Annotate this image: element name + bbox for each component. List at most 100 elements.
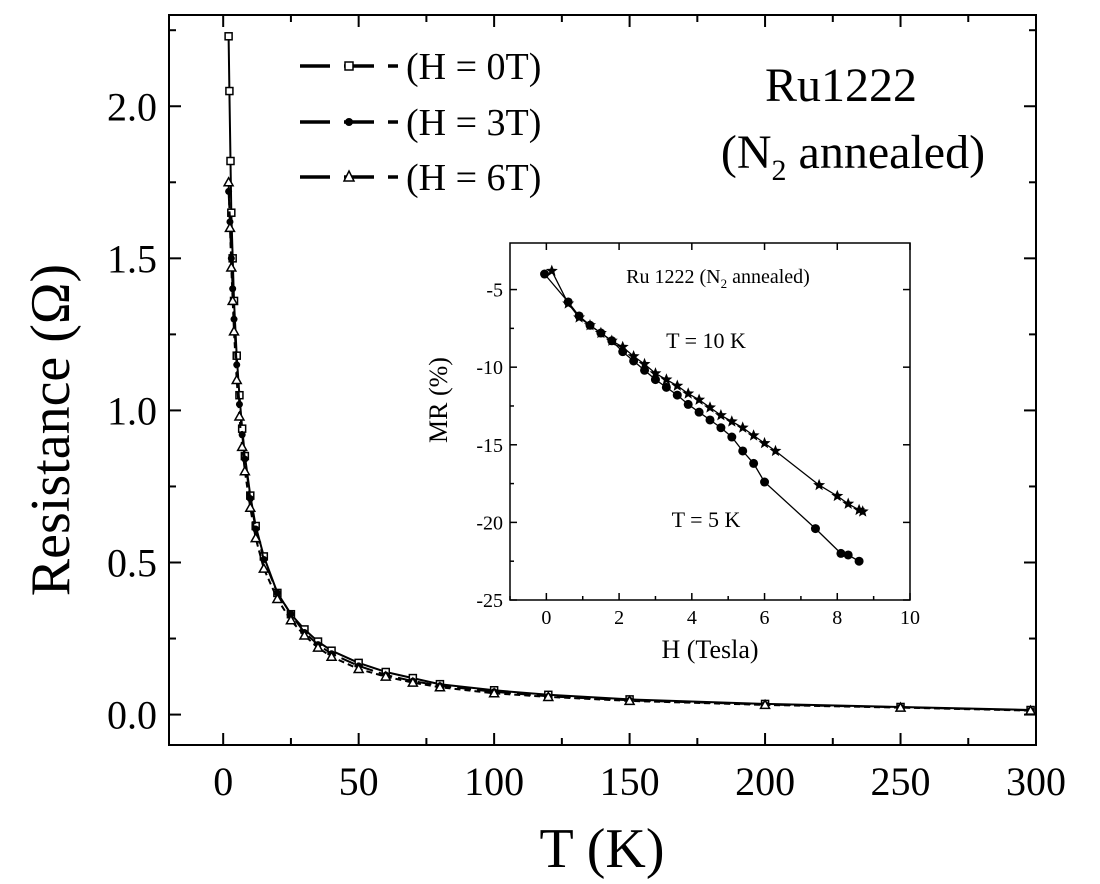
main-series-2-point bbox=[434, 681, 446, 692]
inset-y-tick-label: -10 bbox=[476, 357, 503, 379]
main-series-2-point bbox=[312, 641, 324, 652]
inset-series-1-point bbox=[585, 320, 595, 330]
inset-series-0-point bbox=[616, 340, 629, 353]
main-ticks bbox=[169, 15, 1037, 745]
main-series-2-point bbox=[239, 465, 251, 476]
main-subtitle: (N2 annealed) bbox=[721, 126, 985, 187]
inset-title-prefix: Ru 1222 (N bbox=[626, 266, 720, 288]
inset-series-1-point bbox=[596, 328, 606, 338]
inset-series-1-point bbox=[716, 423, 726, 433]
inset-series-1-point bbox=[650, 375, 660, 385]
inset-series-1-point bbox=[672, 390, 682, 400]
main-series-2-point bbox=[894, 701, 907, 712]
legend-marker-square bbox=[344, 61, 354, 71]
inset-x-tick-label: 4 bbox=[687, 607, 697, 629]
main-subtitle-suffix: annealed) bbox=[787, 126, 986, 179]
inset-annotation-5k: T = 5 K bbox=[672, 507, 741, 532]
main-series-2-point bbox=[407, 676, 419, 687]
inset-series-1-point bbox=[563, 297, 573, 307]
main-x-tick-label: 0 bbox=[213, 759, 233, 804]
inset-series-0-point bbox=[856, 505, 869, 517]
inset-title: Ru 1222 (N2 annealed) bbox=[626, 266, 810, 291]
inset-series-1-point bbox=[760, 477, 770, 487]
main-x-tick-label: 200 bbox=[735, 759, 795, 804]
main-subtitle-prefix: (N bbox=[721, 126, 772, 179]
main-series-1-point bbox=[252, 525, 260, 533]
inset-series-1-point bbox=[738, 446, 748, 456]
legend-label-h3: (H = 3T) bbox=[406, 102, 541, 144]
inset-series-0-point bbox=[758, 436, 771, 449]
inset-series-1-point bbox=[607, 336, 617, 346]
main-series-2-point bbox=[230, 373, 243, 385]
inset-series-0-point bbox=[627, 350, 640, 362]
main-series-2-point bbox=[228, 325, 240, 336]
main-series-2-point bbox=[222, 176, 235, 187]
main-series-0-point bbox=[225, 86, 234, 96]
inset-series-1-point bbox=[540, 269, 550, 279]
legend-entry-h6: (H = 6T) bbox=[300, 157, 541, 199]
main-x-tick-label: 300 bbox=[1006, 759, 1066, 804]
inset-series-0-point bbox=[660, 373, 673, 385]
inset-y-axis-label: MR (%) bbox=[424, 357, 453, 443]
main-series-2-point bbox=[379, 670, 392, 681]
inset-title-suffix: annealed) bbox=[727, 266, 810, 288]
main-series-2-point bbox=[285, 614, 297, 625]
inset-annotation-10k: T = 10 K bbox=[666, 328, 746, 353]
main-x-axis-label: T (K) bbox=[540, 818, 665, 880]
legend-label-h0: (H = 0T) bbox=[406, 46, 541, 88]
inset-series-0-point bbox=[671, 379, 684, 391]
inset-series-1-point bbox=[574, 311, 584, 321]
legend-entry-h3: (H = 3T) bbox=[300, 102, 541, 144]
main-series-2-point bbox=[236, 440, 248, 452]
inset-series-1-point bbox=[854, 556, 864, 566]
inset-series-0-point bbox=[747, 429, 760, 441]
inset-series-0-point bbox=[736, 421, 749, 433]
main-series-line-0 bbox=[227, 36, 1031, 711]
inset-y-tick-label: -20 bbox=[476, 512, 503, 534]
legend: (H = 0T) (H = 3T) (H = 6T) bbox=[300, 46, 541, 199]
inset-series-0-point bbox=[714, 409, 727, 421]
main-y-tick-label: 0.0 bbox=[107, 693, 157, 738]
main-series-2-point bbox=[623, 694, 636, 706]
main-series-2-point bbox=[325, 650, 338, 662]
inset-series-1-point bbox=[661, 382, 671, 392]
main-y-tick-label: 1.5 bbox=[107, 236, 157, 281]
main-series-group bbox=[222, 32, 1037, 715]
inset-series-1-point bbox=[810, 524, 820, 534]
inset-series-1-point bbox=[843, 550, 853, 560]
main-series-1-point bbox=[226, 218, 234, 226]
main-series-1-point bbox=[273, 589, 281, 597]
main-series-0-point bbox=[224, 32, 233, 41]
legend-marker-circle bbox=[345, 118, 353, 126]
inset-series-1-point bbox=[727, 432, 737, 442]
inset-title-sub: 2 bbox=[721, 276, 728, 291]
inset-series-0-point bbox=[693, 393, 706, 405]
inset-ticks bbox=[509, 243, 911, 601]
main-series-2-point bbox=[258, 562, 270, 573]
main-series-0-point bbox=[226, 156, 235, 166]
inset-series-0-point bbox=[831, 489, 844, 502]
inset-series-group bbox=[540, 264, 869, 566]
inset-series-0-point bbox=[682, 387, 695, 399]
inset-series-0-point bbox=[638, 357, 651, 370]
main-series-2-point bbox=[542, 690, 555, 702]
main-series-1-point bbox=[229, 285, 237, 293]
inset-series-1-point bbox=[683, 399, 693, 409]
main-series-2-point bbox=[1024, 704, 1037, 715]
inset-series-0-point bbox=[704, 401, 716, 413]
inset-series-0-point bbox=[842, 497, 855, 509]
inset-series-0-point bbox=[813, 478, 826, 491]
main-series-1-point bbox=[230, 315, 238, 323]
inset-series-1-point bbox=[629, 356, 639, 366]
main-y-tick-label: 0.5 bbox=[107, 541, 157, 586]
legend-entry-h0: (H = 0T) bbox=[300, 46, 541, 88]
inset-series-1-point bbox=[618, 347, 628, 357]
main-series-2-point bbox=[224, 221, 236, 233]
main-series-2-point bbox=[488, 687, 500, 698]
main-title: Ru1222 bbox=[765, 59, 917, 112]
inset-series-0-point bbox=[853, 503, 866, 516]
main-series-2-point bbox=[759, 698, 771, 710]
main-x-tick-label: 250 bbox=[871, 759, 931, 804]
